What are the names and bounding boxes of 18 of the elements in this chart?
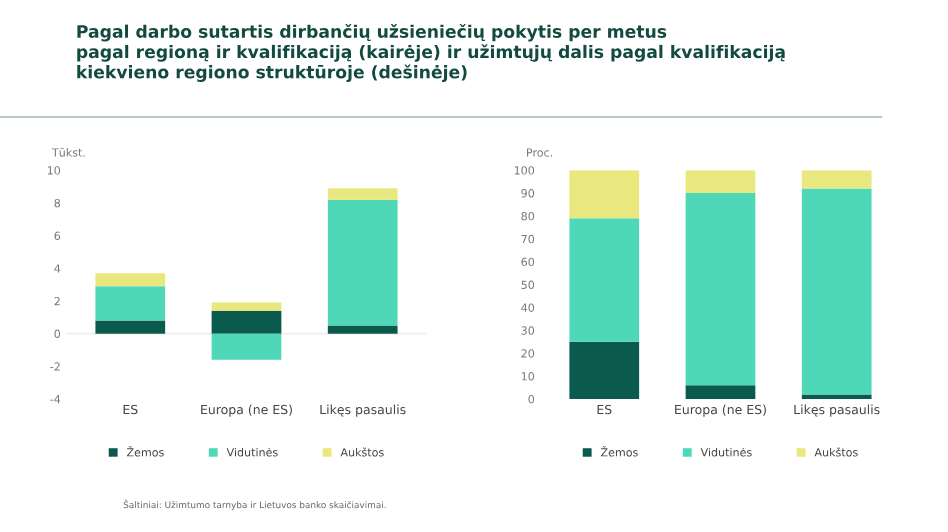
bar xyxy=(569,218,640,342)
bar xyxy=(327,199,398,326)
bar xyxy=(569,170,640,219)
bar xyxy=(801,188,872,395)
bar xyxy=(211,302,282,311)
bar xyxy=(211,333,282,360)
bar xyxy=(801,170,872,189)
bar xyxy=(569,341,640,399)
bar xyxy=(95,320,166,334)
bar xyxy=(95,286,166,321)
bar xyxy=(327,188,398,200)
chart-title: Pagal darbo sutartis dirbančių užsieniečių pokytis per metus pagal regioną ir kvalifikaciją (kairėje) ir užimtųjų dalis pagal kvalifikaciją kiekvieno regiono struktūroje (dešinėje) xyxy=(77,23,785,82)
bar xyxy=(685,170,756,194)
bar xyxy=(211,310,282,334)
bar xyxy=(327,325,398,334)
bar xyxy=(685,385,756,399)
bar xyxy=(95,273,166,287)
bar xyxy=(685,193,756,386)
